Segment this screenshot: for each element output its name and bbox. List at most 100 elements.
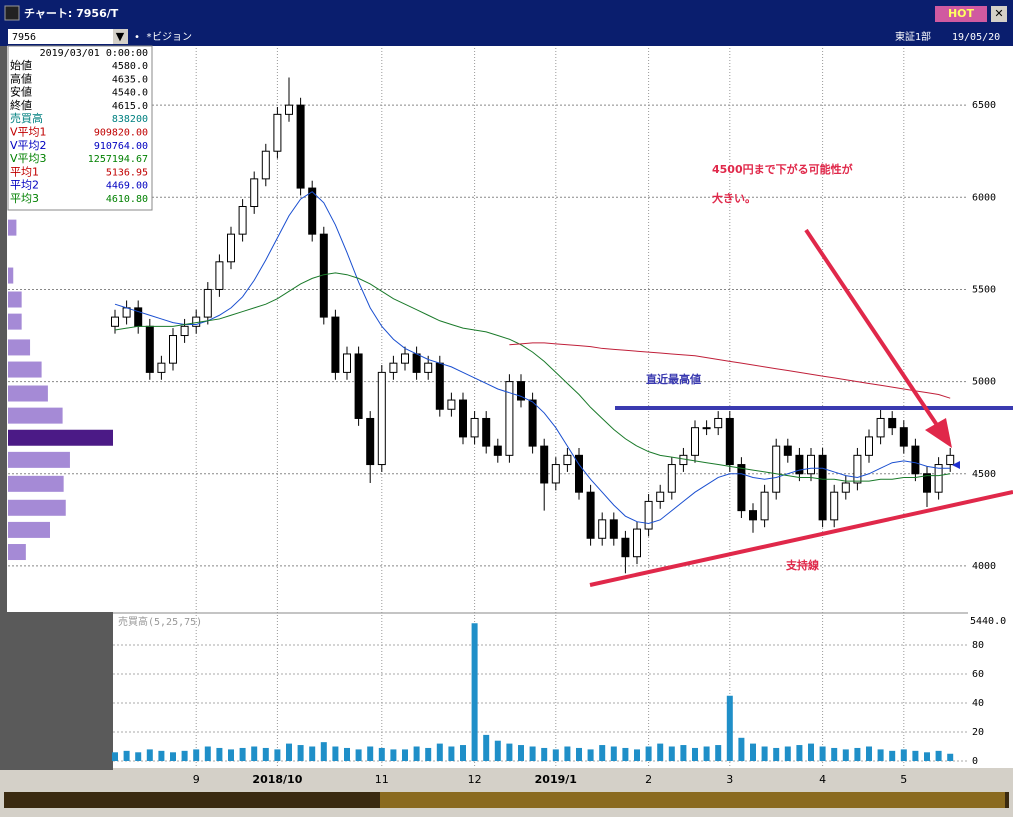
profile-bar [8,521,50,538]
info-value: 4580.0 [112,61,148,72]
profile-bar [8,451,70,468]
volume-bar [831,747,838,761]
volume-bar [900,749,907,761]
volume-bar [123,750,130,761]
x-tick-label: 11 [375,773,389,786]
volume-bar [228,749,234,761]
volume-bar [587,749,594,761]
y-tick-label: 6500 [972,100,996,111]
x-tick-label: 9 [193,773,200,786]
candle-body [899,427,908,447]
candle-body [621,537,630,558]
annotation: 4500円まで下がる可能性が [712,162,853,176]
arrow-head [925,418,952,448]
candle-body [551,464,560,484]
candle-body [575,454,583,493]
close-icon: ✕ [994,7,1003,20]
info-label: V平均2 [10,139,47,152]
info-label: 平均2 [10,179,39,192]
volume-bar [239,747,246,761]
volume-bar [773,747,780,761]
arrow-shaft [804,228,947,439]
info-value: 910764.00 [94,141,148,152]
ticker-box[interactable] [8,29,128,44]
volume-bar [204,746,211,761]
candle-body [609,519,618,539]
profile-bar [8,339,31,356]
candle-body [795,454,804,475]
volume-bar [170,752,176,761]
volume-bar [529,746,536,761]
candle-body [818,454,827,521]
dropdown-button[interactable] [113,29,128,44]
profile-bar [8,407,63,424]
profile-bar [8,361,42,378]
info-value: 4540.0 [112,88,148,99]
info-box [7,45,153,211]
volume-bar [460,745,466,761]
candle-body [412,353,421,373]
volume-bar [506,743,513,761]
candle-body [923,473,931,493]
candle-body [273,113,282,152]
volume-bar [657,743,664,761]
candle-body [482,417,491,447]
hot-button[interactable] [935,6,987,22]
candle-body [644,500,653,530]
close-button[interactable] [991,6,1007,22]
scroll-thumb[interactable] [380,792,1005,808]
candle-body [435,362,444,410]
info-value: 4469.00 [106,181,148,192]
hot-label: HOT [948,7,975,20]
candle-body [760,491,769,521]
candle-body [725,417,734,466]
candle-body [911,445,920,475]
candle-body [470,417,479,438]
left-gap [0,612,113,770]
profile-bar [8,475,64,492]
annotation: 大きい。 [712,191,756,205]
volume-bar [761,746,768,761]
candle-body [180,325,189,337]
volume-bar [436,743,443,761]
volume-bar [471,623,478,761]
y-tick-label: 4000 [972,561,996,572]
volume-bar [274,749,281,761]
x-tick-label: 12 [468,773,482,786]
annotation: 直近最高値 [646,372,701,386]
dropdown-arrow: ▼ [116,30,125,43]
info-label: V平均1 [10,126,47,139]
candle-body [714,417,723,429]
candle-body [169,335,177,364]
candle-body [459,399,467,438]
volume-bar [309,746,316,761]
volume-max: 5440.0 [970,616,1006,627]
candle-body [563,454,572,466]
candle-body [540,445,549,484]
candle-body [331,316,340,373]
volume-bar [286,743,292,761]
candle-body [354,353,363,419]
candle-body [865,436,873,456]
volume-bar [494,740,501,761]
candle-body [586,491,595,539]
profile-bar [8,291,22,308]
volume-bar [796,745,803,761]
volume-bar [135,752,142,761]
info-label: 売買高 [10,111,43,125]
volume-bar [146,749,153,761]
annotation: 支持線 [785,558,819,572]
candle-body [111,316,119,327]
volume-bar [808,743,814,761]
volume-bar [425,747,432,761]
bullet: • * [134,32,152,43]
candle-body [702,427,711,430]
candle-body [145,325,154,373]
volume-bar [181,750,188,761]
volume-bar [413,746,420,761]
ticker: 7956 [12,32,36,43]
volume-bar [552,749,559,761]
candle-body [261,150,270,180]
info-value: 4610.80 [106,194,148,205]
